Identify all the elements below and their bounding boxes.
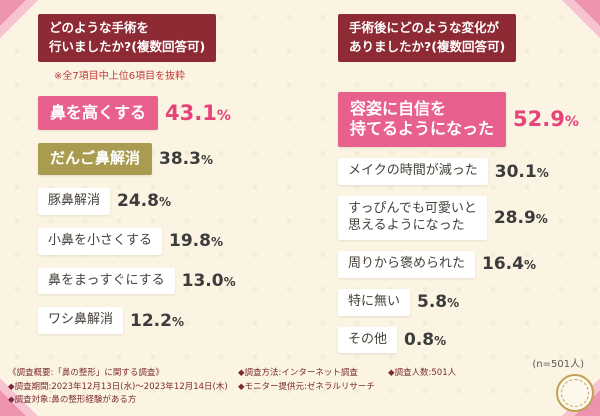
right-chart-title: 手術後にどのような変化が ありましたか?(複数回答可) (338, 14, 517, 62)
bar-label: 容姿に自信を 持てるようになった (338, 91, 507, 148)
bar-row: ワシ鼻解消 12.2% (38, 307, 328, 335)
value-number: 19.8 (169, 231, 211, 252)
percent-sign: % (200, 153, 213, 168)
bar-row: だんご鼻解消 38.3% (38, 143, 328, 175)
bar-value: 52.9% (513, 107, 579, 131)
left-chart-title: どのような手術を 行いましたか?(複数回答可) (38, 14, 217, 62)
corner-decoration-icon (0, 0, 38, 38)
value-number: 43.1 (165, 100, 217, 125)
sample-size-label: (n=501人) (532, 359, 584, 370)
bar-row: すっぴんでも可愛いと 思えるようになった 28.9% (338, 195, 588, 240)
percent-sign: % (158, 195, 171, 210)
value-number: 30.1 (494, 161, 537, 182)
footer-column: ◆調査人数:501人 (388, 367, 548, 407)
survey-period: ◆調査期間:2023年12月13日(水)〜2023年12月14日(木) (8, 381, 228, 392)
percent-sign: % (216, 107, 231, 124)
survey-monitor: ◆モニター提供元:ゼネラルリサーチ (238, 381, 375, 392)
survey-count: ◆調査人数:501人 (388, 368, 457, 379)
bar-row: 鼻を高くする 43.1% (38, 95, 328, 131)
bar-row: 鼻をまっすぐにする 13.0% (38, 267, 328, 295)
percent-sign: % (523, 258, 536, 273)
bar-label: すっぴんでも可愛いと 思えるようになった (338, 195, 487, 240)
bar-label: 特に無い (338, 288, 411, 316)
bar-label: その他 (338, 326, 398, 354)
value-number: 28.9 (493, 207, 536, 228)
bar-value: 19.8% (169, 231, 223, 251)
value-number: 0.8 (404, 329, 435, 350)
percent-sign: % (447, 296, 460, 311)
seal-inner-ring-icon (561, 379, 589, 407)
value-number: 38.3 (159, 149, 201, 170)
percent-sign: % (564, 114, 579, 131)
percent-sign: % (210, 235, 223, 250)
bar-row: 小鼻を小さくする 19.8% (38, 227, 328, 255)
bar-value: 16.4% (482, 254, 536, 274)
surgery-type-chart: どのような手術を 行いましたか?(複数回答可) ※全7項目中上位6項目を抜粋 鼻… (38, 14, 328, 335)
bar-label: ワシ鼻解消 (38, 307, 124, 335)
bar-label: 鼻を高くする (38, 95, 159, 131)
percent-sign: % (434, 333, 447, 348)
footer-column: 《調査概要:「鼻の整形」に関する調査》 ◆調査期間:2023年12月13日(水)… (8, 367, 238, 407)
bar-label: 小鼻を小さくする (38, 227, 163, 255)
footer-column: ◆調査方法:インターネット調査 ◆モニター提供元:ゼネラルリサーチ (238, 367, 388, 407)
bar-label: 豚鼻解消 (38, 187, 111, 215)
value-number: 52.9 (513, 107, 565, 132)
bar-value: 12.2% (130, 311, 184, 331)
percent-sign: % (535, 211, 548, 226)
bar-value: 5.8% (417, 292, 459, 312)
bar-value: 43.1% (165, 101, 231, 125)
percent-sign: % (223, 275, 236, 290)
post-surgery-change-chart: 手術後にどのような変化が ありましたか?(複数回答可) 容姿に自信を 持てるよう… (338, 14, 588, 354)
bar-row: その他 0.8% (338, 326, 588, 354)
bar-label: メイクの時間が減った (338, 158, 488, 185)
survey-overview-footer: 《調査概要:「鼻の整形」に関する調査》 ◆調査期間:2023年12月13日(水)… (8, 367, 548, 407)
survey-method: ◆調査方法:インターネット調査 (238, 368, 358, 379)
survey-title: 《調査概要:「鼻の整形」に関する調査》 (8, 368, 164, 379)
bar-row: 容姿に自信を 持てるようになった 52.9% (338, 91, 588, 148)
bar-row: メイクの時間が減った 30.1% (338, 158, 588, 185)
bar-value: 28.9% (494, 208, 548, 228)
bar-value: 0.8% (404, 330, 446, 350)
left-chart-note: ※全7項目中上位6項目を抜粋 (54, 70, 186, 82)
bar-label: 周りから褒められた (338, 250, 476, 278)
bar-value: 30.1% (495, 162, 549, 182)
value-number: 5.8 (417, 292, 448, 313)
bar-row: 周りから褒められた 16.4% (338, 250, 588, 278)
percent-sign: % (171, 314, 184, 329)
value-number: 13.0 (181, 271, 224, 292)
bar-value: 24.8% (117, 191, 171, 211)
value-number: 12.2 (130, 310, 172, 331)
general-research-seal-icon (556, 374, 594, 412)
value-number: 24.8 (117, 191, 159, 212)
bar-value: 13.0% (182, 271, 236, 291)
bar-row: 豚鼻解消 24.8% (38, 187, 328, 215)
percent-sign: % (536, 165, 549, 180)
bar-label: 鼻をまっすぐにする (38, 267, 175, 295)
bar-value: 38.3% (159, 149, 213, 169)
survey-subject: ◆調査対象:鼻の整形経験がある方 (8, 394, 137, 405)
bar-row: 特に無い 5.8% (338, 288, 588, 316)
bar-label: だんご鼻解消 (38, 143, 153, 175)
value-number: 16.4 (482, 254, 524, 275)
